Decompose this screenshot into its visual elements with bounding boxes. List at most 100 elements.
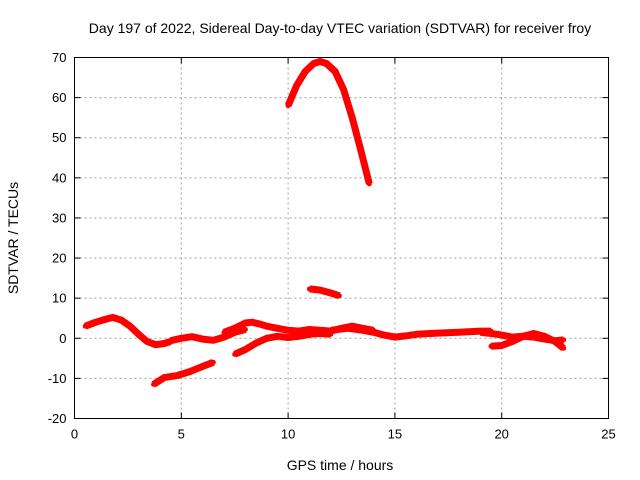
data-point [499, 342, 505, 348]
series-line-arc-5 [233, 330, 332, 358]
data-point [435, 330, 441, 336]
data-point [264, 335, 270, 341]
series-line-arc-8 [330, 324, 491, 341]
y-tick-label: 0 [59, 331, 66, 346]
data-point [317, 59, 323, 65]
data-point [110, 314, 116, 320]
data-point [210, 359, 216, 365]
y-tick-label: 30 [52, 210, 66, 225]
data-point [403, 333, 409, 339]
data-point [561, 345, 567, 351]
data-point [264, 323, 270, 329]
data-point [174, 373, 180, 379]
data-point [306, 331, 312, 337]
data-point [296, 333, 302, 339]
data-point [274, 325, 280, 331]
data-point [381, 332, 387, 338]
axis-ticks: 0 5 10 15 20 25 -20 -10 0 10 20 30 40 50 60 70 [48, 50, 616, 442]
y-tick-label: 10 [52, 291, 66, 306]
data-point [242, 326, 248, 332]
data-point [118, 317, 124, 323]
data-point [274, 333, 280, 339]
x-tick-label: 20 [494, 427, 508, 442]
x-tick-label: 5 [178, 427, 185, 442]
data-point [221, 329, 227, 335]
x-tick-label: 0 [71, 427, 78, 442]
data-point [456, 329, 462, 335]
data-point [242, 347, 248, 353]
data-point [161, 340, 167, 346]
data-point [285, 327, 291, 333]
y-tick-label: 50 [52, 130, 66, 145]
data-point [488, 343, 494, 349]
data-point [531, 330, 537, 336]
data-point [232, 325, 238, 331]
series-layer [82, 58, 567, 388]
x-tick-label: 15 [388, 427, 402, 442]
series-line-arc-6 [284, 58, 373, 185]
data-point [200, 363, 206, 369]
data-point [324, 61, 330, 67]
data-point [253, 340, 259, 346]
data-point [127, 323, 133, 329]
y-tick-label: -10 [48, 371, 67, 386]
x-axis-label: GPS time / hours [287, 457, 394, 473]
data-point [360, 327, 366, 333]
data-point [136, 331, 142, 337]
data-point [345, 325, 351, 331]
data-point [311, 61, 317, 67]
data-point [328, 290, 334, 296]
data-point [477, 329, 483, 335]
data-point [306, 286, 312, 292]
data-point [392, 334, 398, 340]
data-point [153, 342, 159, 348]
data-point [294, 83, 300, 89]
series-line-arc-7 [309, 285, 341, 300]
data-point [358, 147, 364, 153]
data-point [349, 115, 355, 121]
y-axis-label: SDTVAR / TECUs [5, 182, 21, 294]
data-point [413, 331, 419, 337]
data-point [341, 87, 347, 93]
y-tick-label: 70 [52, 50, 66, 65]
data-point [221, 334, 227, 340]
data-point [317, 330, 323, 336]
data-point [561, 337, 567, 343]
y-tick-label: 60 [52, 90, 66, 105]
plot-frame [74, 57, 609, 419]
data-point [104, 316, 110, 322]
data-point [232, 351, 238, 357]
data-point [144, 338, 150, 344]
data-point [187, 369, 193, 375]
data-point [541, 333, 547, 339]
data-point [161, 375, 167, 381]
data-point [249, 319, 255, 325]
y-tick-label: 40 [52, 170, 66, 185]
data-point [336, 293, 342, 299]
data-point [257, 321, 263, 327]
data-point [494, 331, 500, 337]
chart-title: Day 197 of 2022, Sidereal Day-to-day VTE… [89, 20, 591, 36]
y-tick-label: 20 [52, 251, 66, 266]
y-tick-label: -20 [48, 411, 67, 426]
data-point [332, 69, 338, 75]
data-point [552, 338, 558, 344]
data-point [317, 287, 323, 293]
x-tick-label: 10 [281, 427, 295, 442]
data-point [242, 320, 248, 326]
data-point [178, 335, 184, 341]
data-point [296, 328, 302, 334]
data-point [200, 336, 206, 342]
data-point [82, 323, 88, 329]
data-point [285, 334, 291, 340]
data-point [189, 334, 195, 340]
data-point [302, 69, 308, 75]
data-point [285, 103, 291, 109]
data-point [93, 319, 99, 325]
data-point [371, 329, 377, 335]
data-point [509, 338, 515, 344]
data-point [210, 337, 216, 343]
data-point [168, 338, 174, 344]
x-tick-label: 25 [601, 427, 615, 442]
